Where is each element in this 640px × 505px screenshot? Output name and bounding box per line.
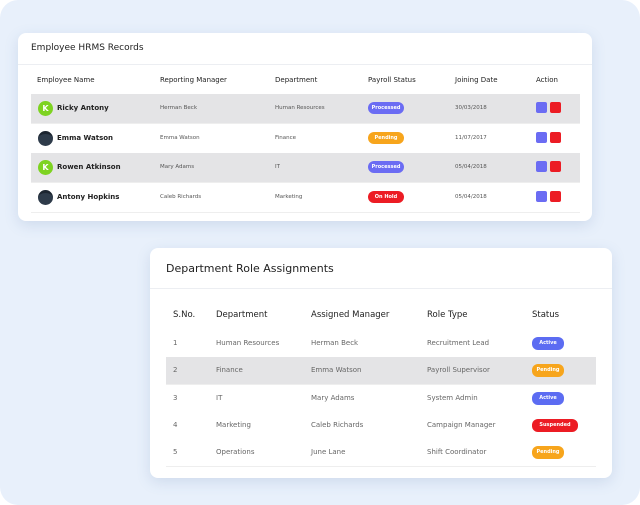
role-card: Department Role Assignments S.No. Departme… bbox=[150, 248, 612, 478]
column-header: Role Type bbox=[427, 310, 468, 320]
delete-button[interactable] bbox=[550, 131, 561, 143]
joining-date: 30/03/2018 bbox=[455, 105, 487, 111]
cell: Shift Coordinator bbox=[427, 448, 487, 457]
card-title: Department Role Assignments bbox=[166, 262, 334, 275]
employee-name: Ricky Antony bbox=[57, 104, 109, 112]
table-row: 3 IT Mary Adams System Admin Active bbox=[166, 384, 596, 413]
joining-date: 05/04/2018 bbox=[455, 193, 487, 200]
status-badge: Processed bbox=[368, 102, 404, 114]
employee-name: Rowen Atkinson bbox=[57, 163, 121, 171]
edit-button[interactable] bbox=[536, 190, 547, 202]
cell: Human Resources bbox=[216, 339, 280, 347]
table-row: 1 Human Resources Herman Beck Recruitment L… bbox=[166, 330, 596, 358]
manager: Emma Watson bbox=[160, 134, 200, 141]
divider bbox=[150, 288, 612, 289]
cell: Emma Watson bbox=[311, 366, 362, 375]
divider bbox=[18, 64, 592, 65]
joining-date: 05/04/2018 bbox=[455, 164, 487, 170]
serial-number: 2 bbox=[173, 366, 178, 375]
status-badge: On Hold bbox=[368, 190, 404, 203]
status-badge: Suspended bbox=[532, 418, 578, 432]
table-row: 5 Operations June Lane Shift Coordinator Pen… bbox=[166, 439, 596, 468]
status-badge: Active bbox=[532, 337, 564, 350]
avatar-photo bbox=[38, 130, 53, 146]
cell: Mary Adams bbox=[311, 393, 355, 402]
edit-button[interactable] bbox=[536, 102, 547, 113]
department: Human Resources bbox=[275, 105, 325, 111]
department: IT bbox=[275, 164, 280, 170]
status-badge: Pending bbox=[368, 131, 404, 144]
cell: Finance bbox=[216, 366, 243, 375]
cell: Operations bbox=[216, 448, 255, 457]
column-header: Reporting Manager bbox=[160, 76, 227, 84]
cell: June Lane bbox=[311, 448, 346, 457]
card-title: Employee HRMS Records bbox=[31, 43, 144, 53]
cell: Payroll Supervisor bbox=[427, 366, 490, 375]
department: Finance bbox=[275, 134, 297, 141]
table-row: 2 Finance Emma Watson Payroll Supervisor Pen… bbox=[166, 357, 596, 386]
column-header: Employee Name bbox=[37, 76, 95, 84]
table-row: K Rowen Atkinson Mary Adams IT Processed 05/0… bbox=[31, 153, 580, 183]
cell: System Admin bbox=[427, 393, 478, 402]
cell: Recruitment Lead bbox=[427, 339, 490, 347]
serial-number: 1 bbox=[173, 339, 178, 347]
cell: Caleb Richards bbox=[311, 420, 364, 429]
status-badge: Pending bbox=[532, 446, 564, 460]
cell: Marketing bbox=[216, 420, 251, 429]
serial-number: 4 bbox=[173, 420, 178, 429]
manager: Mary Adams bbox=[160, 164, 195, 170]
status-badge: Active bbox=[532, 391, 564, 405]
table-row: K Ricky Antony Herman Beck Human Resources P… bbox=[31, 94, 580, 124]
avatar: K bbox=[38, 160, 53, 175]
avatar: K bbox=[38, 101, 53, 116]
table-row: Antony Hopkins Caleb Richards Marketing On … bbox=[31, 182, 580, 213]
joining-date: 11/07/2017 bbox=[455, 134, 487, 141]
delete-button[interactable] bbox=[550, 102, 561, 113]
avatar-photo bbox=[38, 189, 53, 205]
column-header: S.No. bbox=[173, 310, 196, 320]
employee-card: Employee HRMS Records Employee Name Report… bbox=[18, 33, 592, 221]
column-header: Status bbox=[532, 310, 560, 320]
column-header: Department bbox=[275, 76, 318, 84]
column-header: Assigned Manager bbox=[311, 310, 390, 320]
serial-number: 5 bbox=[173, 448, 178, 457]
employee-name: Antony Hopkins bbox=[57, 192, 120, 201]
status-badge: Pending bbox=[532, 364, 564, 378]
manager: Herman Beck bbox=[160, 105, 198, 111]
column-header: Department bbox=[216, 310, 268, 320]
table-row: 4 Marketing Caleb Richards Campaign Manager… bbox=[166, 411, 596, 440]
cell: Campaign Manager bbox=[427, 420, 496, 429]
cell: IT bbox=[216, 393, 223, 402]
edit-button[interactable] bbox=[536, 161, 547, 172]
column-header: Payroll Status bbox=[368, 76, 416, 84]
column-header: Action bbox=[536, 76, 558, 84]
column-header: Joining Date bbox=[455, 76, 498, 84]
manager: Caleb Richards bbox=[160, 193, 202, 200]
delete-button[interactable] bbox=[550, 190, 561, 202]
status-badge: Processed bbox=[368, 161, 404, 173]
employee-name: Emma Watson bbox=[57, 133, 114, 142]
department: Marketing bbox=[275, 193, 303, 200]
table-row: Emma Watson Emma Watson Finance Pending 11/0… bbox=[31, 123, 580, 154]
serial-number: 3 bbox=[173, 393, 178, 402]
delete-button[interactable] bbox=[550, 161, 561, 172]
cell: Herman Beck bbox=[311, 339, 359, 347]
edit-button[interactable] bbox=[536, 131, 547, 143]
